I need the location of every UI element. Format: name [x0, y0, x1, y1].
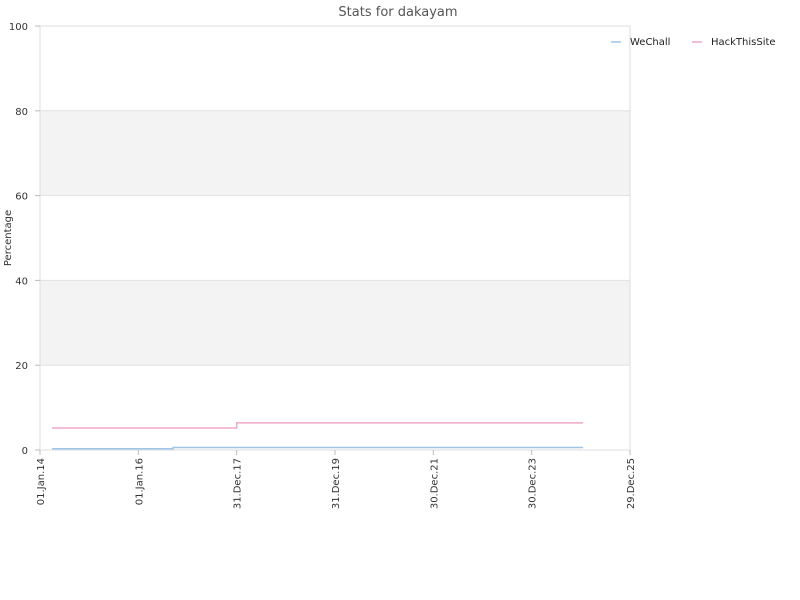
x-axis-ticks: 01.Jan.14 01.Jan.16 31.Dec.17 31.Dec.19 30.D…: [36, 450, 637, 509]
y-tick-label: 20: [15, 361, 28, 372]
x-tick-label: 31.Dec.17: [233, 458, 244, 509]
legend-label: HackThisSite: [711, 37, 776, 48]
y-axis-label: Percentage: [3, 210, 14, 266]
legend: WeChall HackThisSite: [611, 37, 776, 48]
grid-lines: [40, 25, 630, 451]
series-line-hackthissite: [52, 422, 584, 429]
x-tick-label: 30.Dec.23: [528, 458, 539, 509]
x-tick-label: 01.Jan.16: [134, 458, 145, 505]
grid-band: [40, 280, 630, 366]
legend-label: WeChall: [630, 37, 670, 48]
y-tick-label: 40: [15, 276, 28, 287]
y-tick-label: 60: [15, 192, 28, 203]
grid-bands: [40, 110, 630, 366]
plot-area: [39, 25, 631, 451]
y-tick-label: 0: [22, 446, 28, 457]
y-axis-ticks: 0 20 40 60 80 100: [9, 22, 40, 457]
y-tick-label: 80: [15, 107, 28, 118]
y-tick-label: 100: [9, 22, 28, 33]
x-tick-label: 31.Dec.19: [331, 458, 342, 509]
chart-title: Stats for dakayam: [338, 5, 457, 20]
x-tick-label: 01.Jan.14: [36, 458, 47, 505]
x-tick-label: 29.Dec.25: [626, 458, 637, 509]
series-lines: [52, 422, 584, 450]
grid-band: [40, 110, 630, 196]
series-line-wechall: [52, 446, 584, 450]
x-tick-label: 30.Dec.21: [429, 458, 440, 509]
